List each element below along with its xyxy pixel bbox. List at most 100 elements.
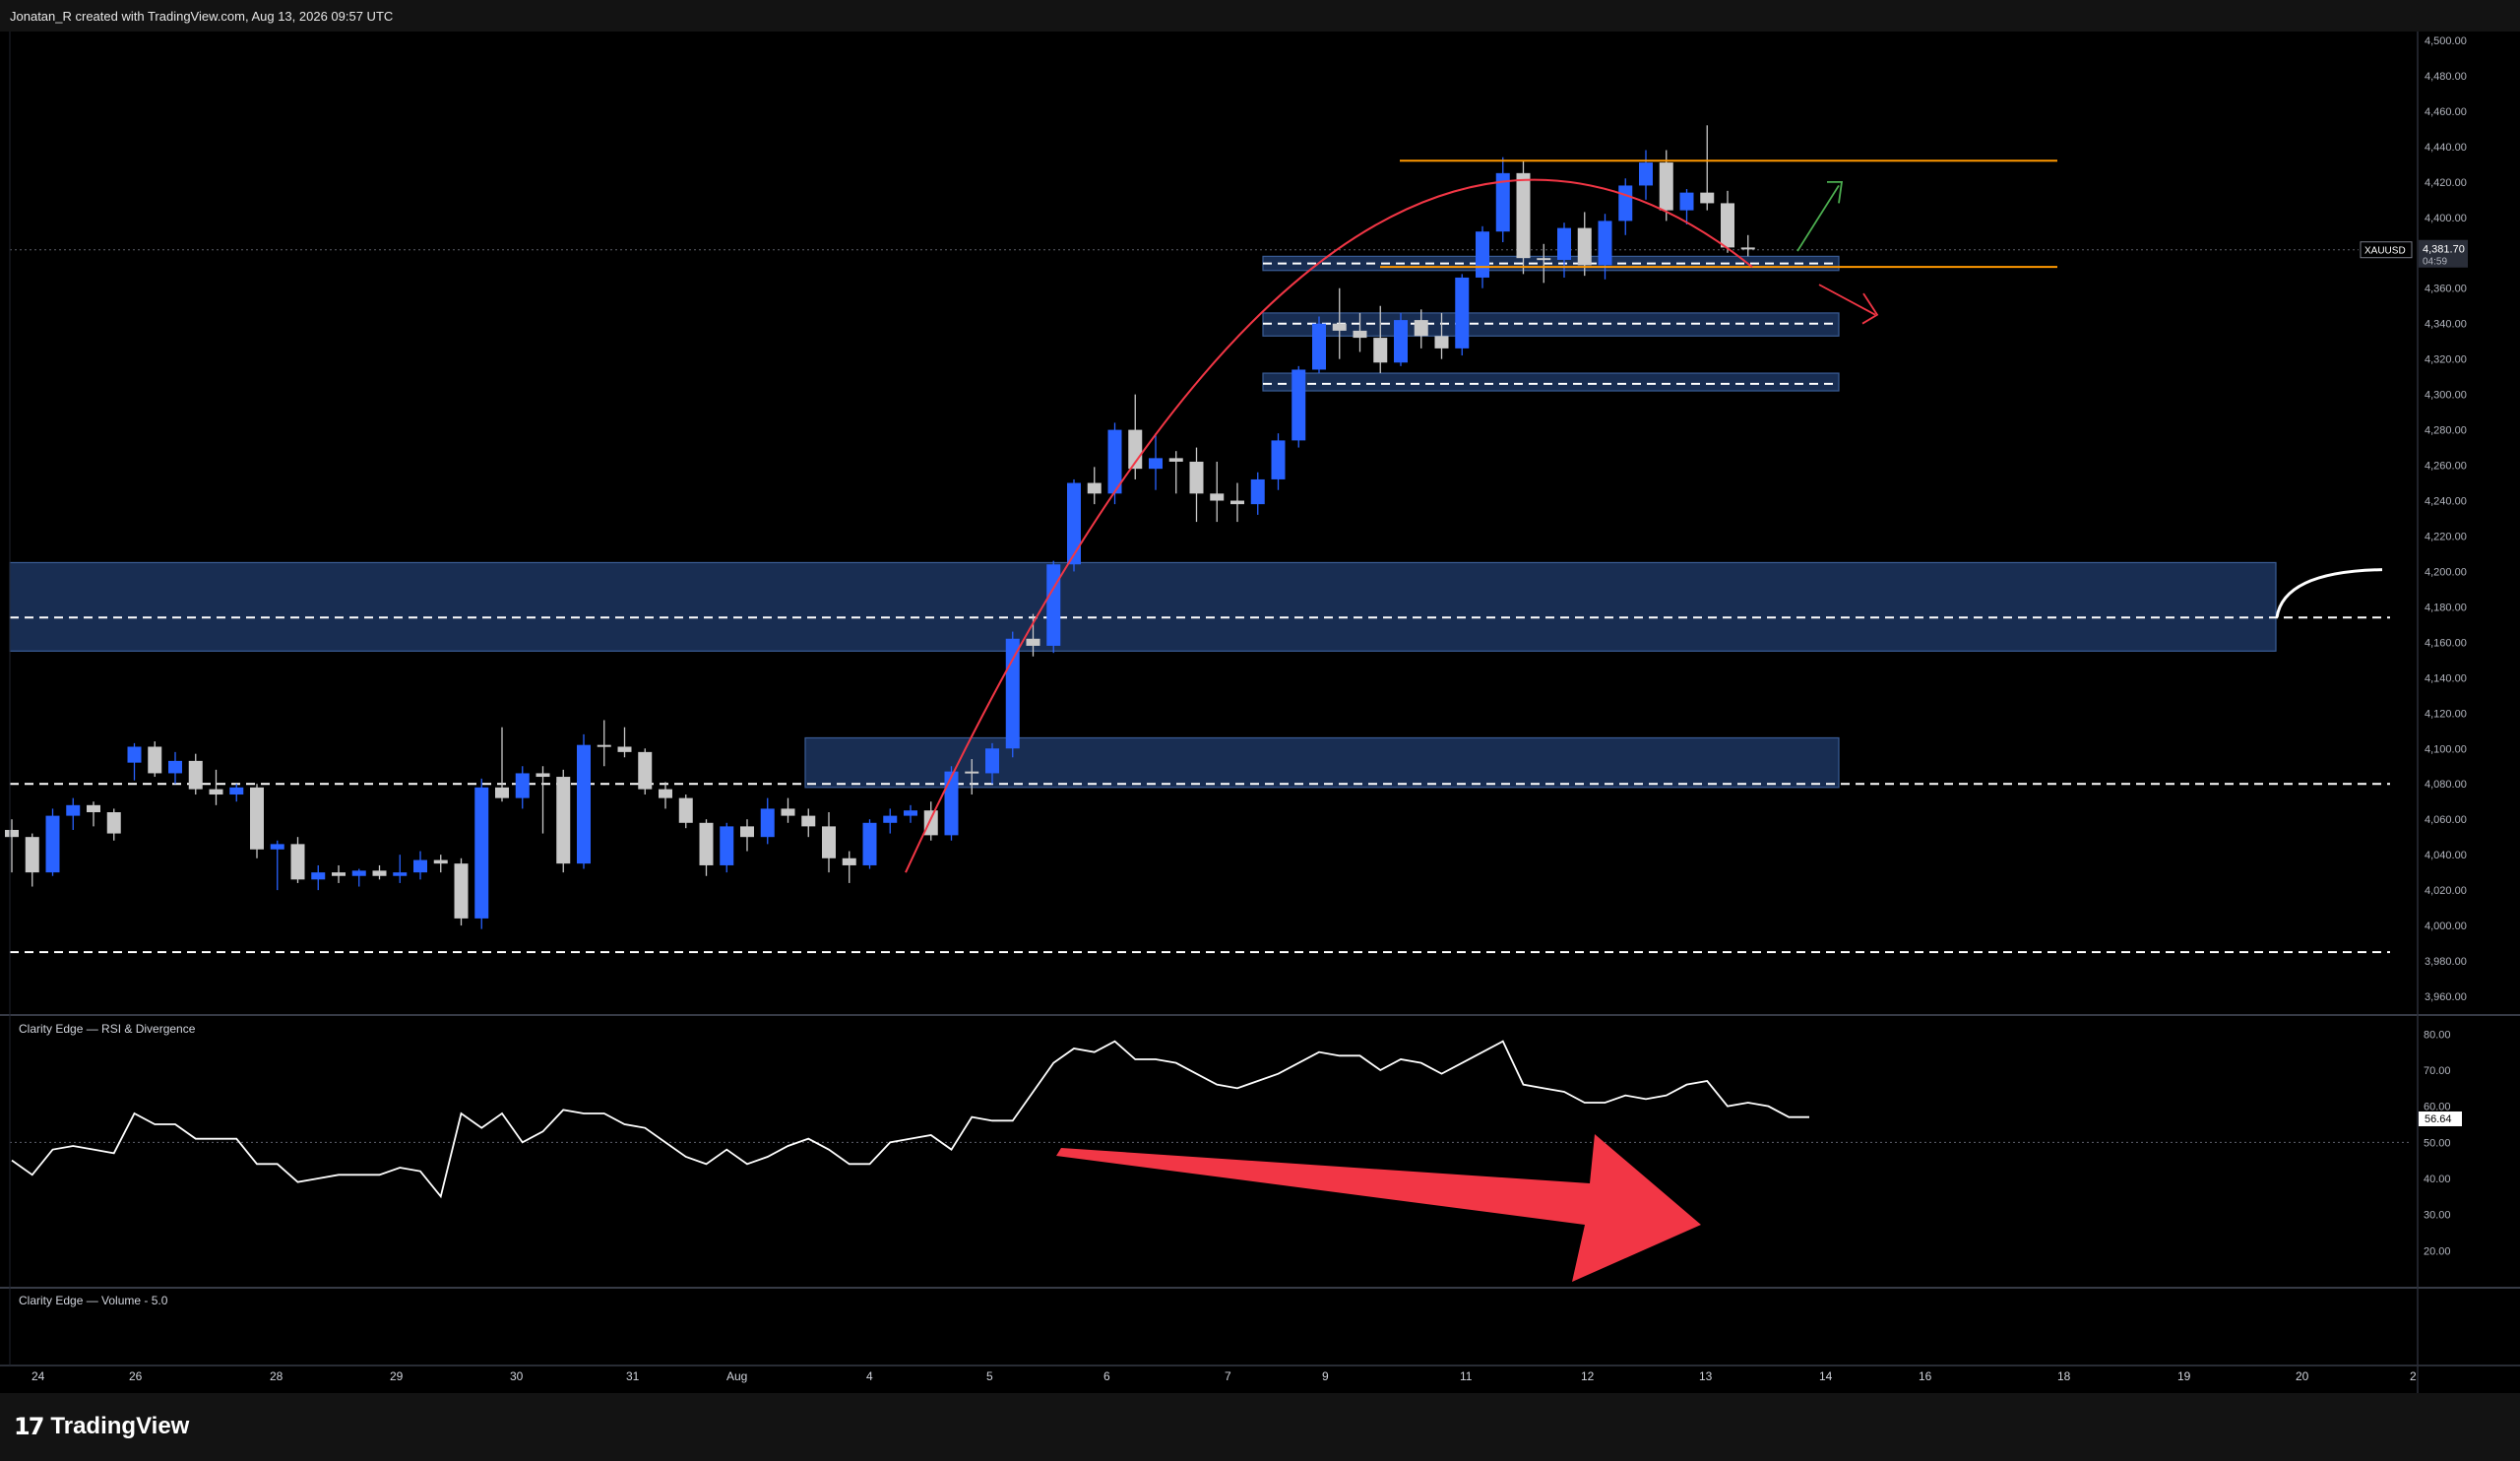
brand-name: TradingView — [50, 1413, 190, 1439]
candle-body — [393, 872, 408, 876]
price-tick-label: 4,040.00 — [2425, 850, 2467, 861]
candle-body — [801, 815, 816, 827]
candle-body — [290, 844, 305, 880]
date-tick-label: 30 — [510, 1369, 524, 1383]
rsi-tick-label: 80.00 — [2424, 1029, 2451, 1041]
candle-body — [1149, 458, 1163, 470]
candle-body — [862, 822, 877, 865]
candle-body — [332, 872, 346, 876]
candle-body — [229, 787, 244, 795]
date-tick-label: 31 — [626, 1369, 640, 1383]
candle-body — [760, 808, 775, 838]
chart-canvas[interactable]: Clarity Edge — RSI & Divergence Clarity … — [0, 32, 2520, 1393]
top-bar: Jonatan_R created with TradingView.com, … — [0, 0, 2520, 32]
price-tick-label: 4,000.00 — [2425, 921, 2467, 932]
arrow-up-green — [1796, 184, 1840, 252]
candle-body — [1414, 320, 1428, 337]
date-tick-label: 5 — [986, 1369, 993, 1383]
supply-zone-large — [9, 561, 2277, 652]
candle-body — [1537, 258, 1551, 261]
candle-body — [781, 808, 795, 816]
candle-body — [985, 748, 999, 774]
date-tick-label: 24 — [32, 1369, 45, 1383]
price-tick-label: 4,100.00 — [2425, 743, 2467, 755]
price-tick-label: 4,300.00 — [2425, 390, 2467, 402]
tradingview-logo[interactable]: 17 TradingView — [14, 1413, 189, 1440]
price-tick-label: 4,360.00 — [2425, 284, 2467, 295]
candle-body — [1516, 172, 1531, 259]
candle-body — [1639, 162, 1653, 186]
price-tick-label: 4,340.00 — [2425, 319, 2467, 331]
candle-body — [148, 746, 162, 774]
volume-pane[interactable]: Clarity Edge — Volume - 5.0 — [19, 1294, 168, 1307]
date-tick-label: 6 — [1103, 1369, 1110, 1383]
divergence-arrow — [1056, 1134, 1701, 1282]
date-tick-label: 14 — [1819, 1369, 1833, 1383]
price-tick-label: 4,400.00 — [2425, 213, 2467, 224]
arrow-up-green-head — [1827, 180, 1844, 204]
price-tick-label: 4,240.00 — [2425, 496, 2467, 508]
date-tick-label: 9 — [1322, 1369, 1329, 1383]
candle-body — [1189, 461, 1204, 494]
price-tick-label: 4,060.00 — [2425, 814, 2467, 826]
candle-body — [597, 744, 611, 747]
footer: 17 TradingView — [0, 1393, 2520, 1461]
price-tick-label: 4,160.00 — [2425, 637, 2467, 649]
candle-body — [617, 746, 632, 752]
candle-body — [1026, 638, 1040, 646]
candle-body — [1557, 227, 1571, 260]
candle-body — [1292, 369, 1306, 441]
drawings[interactable] — [1056, 180, 2383, 1282]
candle-body — [1577, 227, 1592, 266]
candle-body — [883, 815, 898, 823]
price-tick-label: 4,140.00 — [2425, 672, 2467, 684]
price-tick-label: 4,320.00 — [2425, 354, 2467, 366]
candle-body — [495, 787, 509, 798]
rsi-tick-label: 30.00 — [2424, 1210, 2451, 1222]
candle-body — [1271, 440, 1286, 479]
candle-body — [1598, 221, 1612, 266]
date-tick-label: 12 — [1581, 1369, 1595, 1383]
price-tick-label: 3,980.00 — [2425, 956, 2467, 968]
candle-body — [413, 859, 427, 873]
price-tick-label: 4,080.00 — [2425, 779, 2467, 791]
candle-body — [904, 810, 917, 816]
candle-body — [250, 787, 264, 850]
candle-body — [25, 837, 39, 873]
date-tick-label: 7 — [1225, 1369, 1231, 1383]
candle-body — [822, 826, 836, 858]
rsi-tick-label: 50.00 — [2424, 1137, 2451, 1149]
arrow-down-red-head — [1861, 292, 1879, 325]
candle-body — [1434, 336, 1449, 349]
rsi-tick-label: 20.00 — [2424, 1245, 2451, 1257]
candle-body — [433, 859, 448, 864]
rsi-pane[interactable]: Clarity Edge — RSI & Divergence — [10, 1022, 2410, 1199]
projection-curve — [2275, 568, 2383, 618]
candle-body — [188, 760, 203, 790]
date-tick-label: 19 — [2177, 1369, 2191, 1383]
candle-body — [5, 829, 19, 838]
rsi-tick-label: 60.00 — [2424, 1102, 2451, 1113]
candle-body — [1353, 330, 1367, 339]
chart-credit: Jonatan_R created with TradingView.com, … — [10, 9, 394, 24]
date-tick-label: 13 — [1699, 1369, 1713, 1383]
price-tick-label: 4,280.00 — [2425, 425, 2467, 437]
candle-body — [1067, 482, 1081, 565]
candle-body — [1679, 192, 1694, 211]
price-tick-label: 3,960.00 — [2425, 991, 2467, 1003]
price-pane[interactable] — [5, 125, 2390, 954]
candle-body — [678, 797, 693, 823]
date-tick-label: 4 — [866, 1369, 873, 1383]
arrow-down-red — [1818, 284, 1876, 316]
candle-body — [699, 822, 714, 865]
candle-countdown: 04:59 — [2423, 257, 2447, 268]
candle-body — [638, 751, 653, 790]
parabolic-arc — [905, 178, 1753, 873]
candle-body — [577, 744, 591, 864]
candle-body — [556, 777, 571, 864]
candle-body — [1332, 323, 1347, 331]
price-tick-label: 4,120.00 — [2425, 708, 2467, 720]
candle-body — [1230, 500, 1244, 505]
candle-body — [1659, 162, 1673, 211]
candle-body — [1005, 638, 1020, 749]
